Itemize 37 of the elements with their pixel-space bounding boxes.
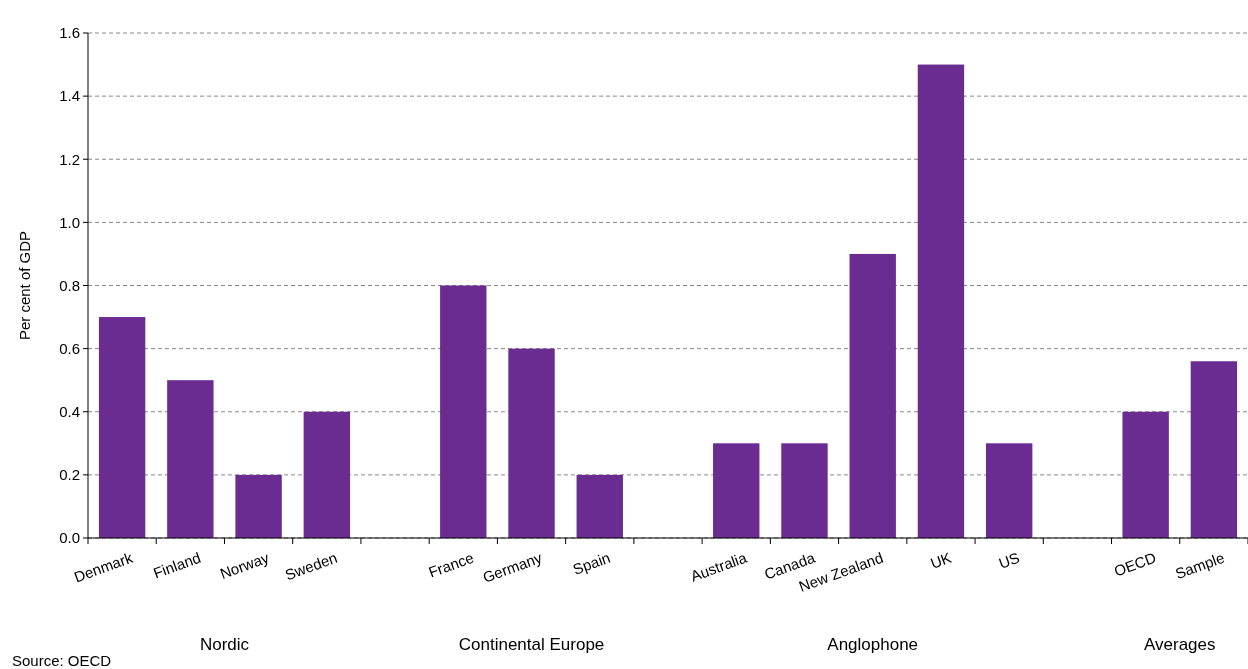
y-tick-label: 1.0	[59, 213, 80, 231]
y-tick-label: 1.2	[59, 150, 80, 168]
x-tick-label: Sweden	[282, 548, 340, 584]
x-tick-label: US	[996, 548, 1022, 572]
x-tick-label: UK	[928, 548, 954, 572]
y-tick-label: 0.6	[59, 339, 80, 357]
x-tick-label: Sample	[1172, 548, 1227, 583]
bar	[917, 64, 965, 538]
bar	[440, 285, 487, 538]
bar	[98, 317, 146, 538]
x-tick-label: Spain	[570, 548, 613, 578]
bar	[713, 443, 760, 538]
text: Nordic	[199, 635, 250, 654]
y-tick-label: 0.8	[59, 276, 80, 294]
bar	[235, 474, 282, 538]
bar	[849, 253, 896, 538]
x-tick-label: France	[426, 548, 476, 581]
y-tick-label: 1.6	[59, 24, 80, 42]
y-tick-label: 0.2	[59, 466, 80, 484]
bar	[1190, 361, 1238, 538]
x-tick-label: OECD	[1111, 548, 1159, 580]
text: Averages	[1144, 635, 1216, 654]
text: Continental Europe	[458, 635, 605, 654]
text: Anglophone	[827, 635, 919, 654]
bar	[508, 348, 555, 538]
y-axis-title: Per cent of GDP	[16, 230, 33, 341]
bar	[985, 443, 1033, 538]
y-tick-label: 1.4	[59, 87, 80, 105]
x-tick-label: Norway	[217, 548, 272, 583]
source-note: Source: OECD	[12, 652, 112, 669]
bar	[167, 380, 214, 538]
bar	[303, 411, 351, 538]
y-tick-label: 0.0	[59, 529, 80, 547]
y-tick-label: 0.4	[59, 403, 80, 420]
bar	[1122, 411, 1169, 538]
bar	[781, 443, 828, 538]
bar	[576, 474, 623, 538]
